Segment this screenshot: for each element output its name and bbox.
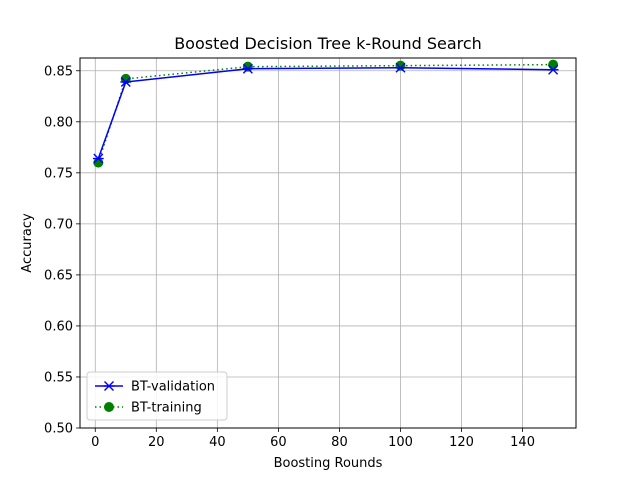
data-point-bt-validation [120,76,132,87]
x-tick-label: 40 [209,435,226,450]
legend-marker-bt-training [104,402,114,412]
data-point-bt-validation [547,64,559,75]
data-point-bt-validation [92,153,104,164]
legend-box [86,371,228,421]
y-tick-label: 0.65 [44,268,73,283]
series-bt-validation [92,62,559,164]
plot-frame [79,57,577,429]
x-tick-label: 140 [510,435,535,450]
legend-label-bt-training: BT-training [131,401,202,416]
y-tick-label: 0.75 [44,166,73,181]
y-tick-label: 0.80 [44,115,73,130]
data-point-bt-training [548,59,559,70]
x-axis: 0 20 40 60 80 100 120 140 [91,428,535,450]
y-tick-label: 0.50 [44,422,73,437]
y-axis: 0.50 0.55 0.60 0.65 0.70 0.75 0.80 0.85 [44,64,80,437]
y-tick-label: 0.60 [44,319,73,334]
x-tick-label: 20 [148,435,165,450]
x-tick-label: 120 [449,435,474,450]
series-layer [92,59,559,168]
chart-title: Boosted Decision Tree k-Round Search [174,34,482,53]
data-point-bt-validation [242,63,254,74]
legend-label-bt-validation: BT-validation [131,380,215,395]
y-axis-label: Accuracy [20,213,35,273]
data-point-bt-validation [395,62,406,73]
legend: BT-validation BT-training [86,371,228,421]
x-tick-label: 0 [91,435,99,450]
legend-marker-bt-validation [103,381,115,391]
x-tick-label: 80 [331,435,348,450]
data-point-bt-training [395,60,406,71]
x-tick-label: 60 [270,435,287,450]
x-axis-label: Boosting Rounds [274,456,383,471]
y-tick-label: 0.70 [44,217,73,232]
y-tick-label: 0.85 [44,64,73,79]
y-tick-label: 0.55 [44,370,73,385]
x-tick-label: 100 [388,435,413,450]
data-point-bt-training [242,61,253,72]
